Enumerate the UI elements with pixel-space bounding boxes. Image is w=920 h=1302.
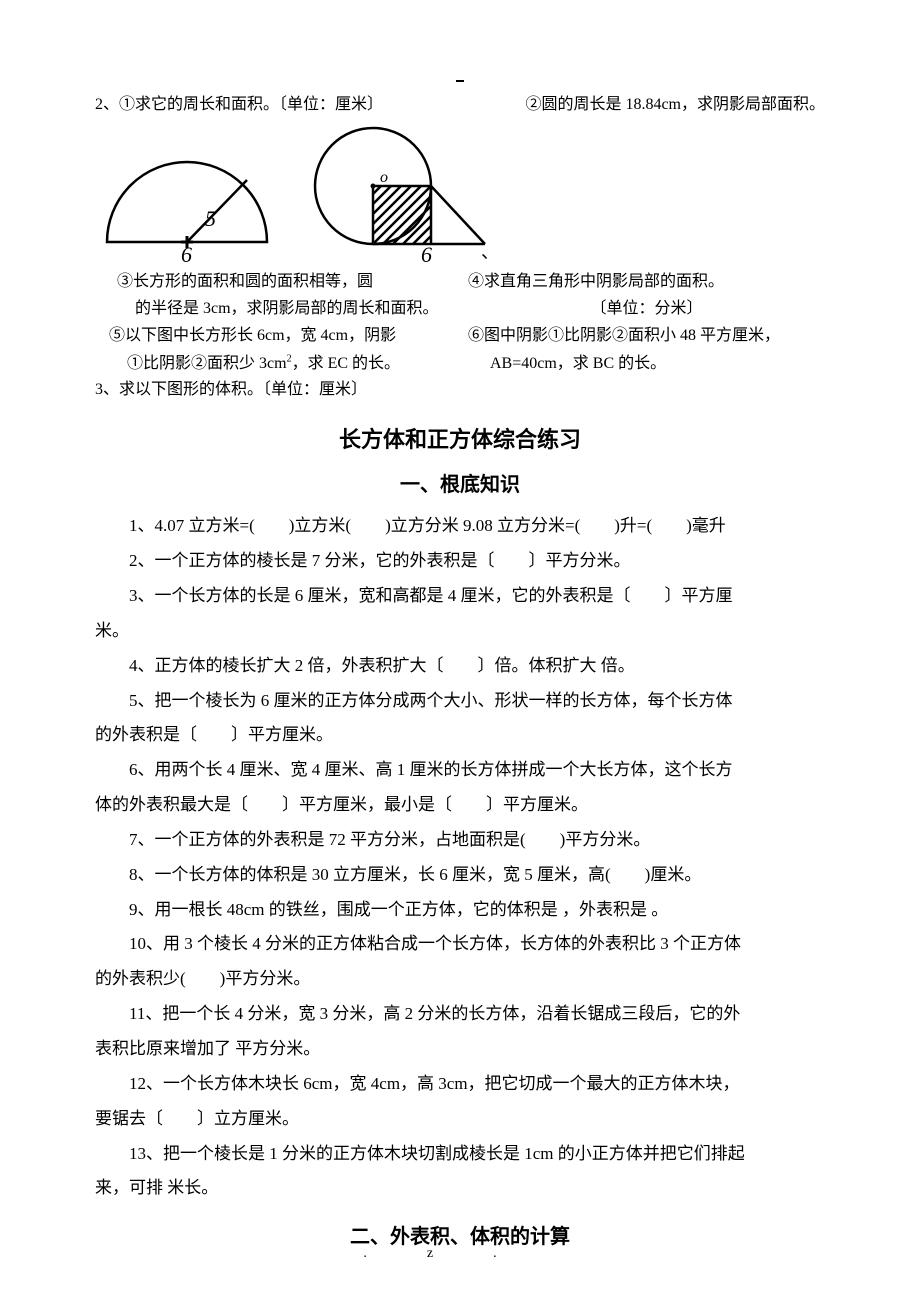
label-6a: 6 [181, 242, 192, 262]
p7: 7、一个正方体的外表积是 72 平方分米，占地面积是( )平方分米。 [95, 823, 825, 858]
q2-right: ②圆的周长是 18.84cm，求阴影局部面积。 [525, 90, 825, 114]
footer-dot: . [363, 1246, 427, 1261]
p11a: 11、把一个长 4 分米，宽 3 分米，高 2 分米的长方体，沿着长锯成三段后，… [95, 997, 825, 1032]
p6b: 体的外表积最大是〔 〕平方厘米，最小是〔 〕平方厘米。 [95, 788, 825, 823]
trail-mark: 、 [481, 242, 495, 262]
question-2-row: 2、①求它的周长和面积。〔单位：厘米〕 ②圆的周长是 18.84cm，求阴影局部… [95, 90, 825, 114]
p10b: 的外表积少( )平方分米。 [95, 962, 825, 997]
p12a: 12、一个长方体木块长 6cm，宽 4cm，高 3cm，把它切成一个最大的正方体… [95, 1067, 825, 1102]
question-3: 3、求以下图形的体积。〔单位：厘米〕 [95, 377, 825, 403]
circle-triangle-diagram: o 6 、 [295, 122, 495, 262]
p1: 1、4.07 立方米=( )立方米( )立方分米 9.08 立方分米=( )升=… [95, 509, 825, 544]
p13b: 来，可排 米长。 [95, 1171, 825, 1206]
main-title: 长方体和正方体综合练习 [95, 422, 825, 454]
p9: 9、用一根长 48cm 的铁丝，围成一个正方体，它的体积是 ，外表积是 。 [95, 893, 825, 928]
p5a: 5、把一个棱长为 6 厘米的正方体分成两个大小、形状一样的长方体，每个长方体 [95, 684, 825, 719]
s34-l2-left: 的半径是 3cm，求阴影局部的周长和面积。 [135, 300, 439, 317]
p8: 8、一个长方体的体积是 30 立方厘米，长 6 厘米，宽 5 厘米，高( )厘米… [95, 858, 825, 893]
p12b: 要锯去〔 〕立方厘米。 [95, 1102, 825, 1137]
footer-z: z. [427, 1246, 557, 1261]
semicircle-diagram: 5 6 [95, 132, 285, 262]
s34-l1-left: ③长方形的面积和圆的面积相等，圆 [117, 273, 373, 290]
s56-l2-right: AB=40cm，求 BC 的长。 [490, 355, 666, 372]
section-2-title: 二、外表积、体积的计算 [95, 1220, 825, 1249]
section-1-title: 一、根底知识 [95, 468, 825, 497]
label-6b: 6 [421, 242, 432, 262]
label-5: 5 [205, 206, 216, 231]
p13a: 13、把一个棱长是 1 分米的正方体木块切割成棱长是 1cm 的小正方体并把它们… [95, 1137, 825, 1172]
p11b: 表积比原来增加了 平方分米。 [95, 1032, 825, 1067]
sub-5-6-line1: ⑤以下图中长方形长 6cm，宽 4cm，阴影 ⑥图中阴影①比阴影②面积小 48 … [95, 322, 825, 349]
p5b: 的外表积是〔 〕平方厘米。 [95, 718, 825, 753]
sub-3-4-line2: 的半径是 3cm，求阴影局部的周长和面积。 〔单位：分米〕 [95, 295, 825, 322]
p3a: 3、一个长方体的长是 6 厘米，宽和高都是 4 厘米，它的外表积是〔 〕平方厘 [95, 579, 825, 614]
s56-l1-right: ⑥图中阴影①比阴影②面积小 48 平方厘米， [468, 327, 780, 344]
sub-3-4-line1: ③长方形的面积和圆的面积相等，圆 ④求直角三角形中阴影局部的面积。 [95, 268, 825, 295]
label-o: o [380, 169, 388, 186]
p4: 4、正方体的棱长扩大 2 倍，外表积扩大〔 〕倍。体积扩大 倍。 [95, 649, 825, 684]
p10a: 10、用 3 个棱长 4 分米的正方体粘合成一个长方体，长方体的外表积比 3 个… [95, 927, 825, 962]
s56-l1-left: ⑤以下图中长方形长 6cm，宽 4cm，阴影 [109, 327, 396, 344]
page-footer: .z. [0, 1246, 920, 1262]
p6a: 6、用两个长 4 厘米、宽 4 厘米、高 1 厘米的长方体拼成一个大长方体，这个… [95, 753, 825, 788]
s34-l2-del: 〔单位：分米〕 [590, 300, 702, 317]
s56-l2-left: ①比阴影②面积少 3cm [127, 355, 287, 372]
p2: 2、一个正方体的棱长是 7 分米，它的外表积是〔 〕平方分米。 [95, 544, 825, 579]
s34-l1-right: ④求直角三角形中阴影局部的面积。 [468, 273, 724, 290]
sub-5-6-line2: ①比阴影②面积少 3cm2，求 EC 的长。 AB=40cm，求 BC 的长。 [95, 350, 825, 377]
diagram-row: 5 6 o 6 、 [95, 122, 825, 262]
q2-left: 2、①求它的周长和面积。〔单位：厘米〕 [95, 90, 383, 114]
s56-l2-left-after: ，求 EC 的长。 [292, 355, 400, 372]
header-dash [456, 80, 464, 82]
p3b: 米。 [95, 614, 825, 649]
